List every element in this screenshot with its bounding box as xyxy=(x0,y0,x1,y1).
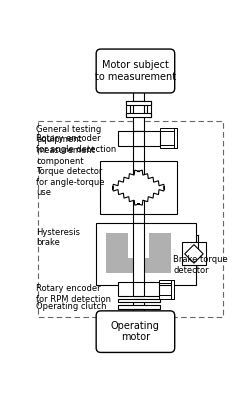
Text: Hysteresis
brake: Hysteresis brake xyxy=(36,228,80,248)
Bar xyxy=(133,214,143,223)
Bar xyxy=(117,305,160,308)
Bar xyxy=(133,285,143,295)
Bar xyxy=(158,295,173,299)
Bar xyxy=(133,223,143,285)
Bar xyxy=(133,146,143,162)
Text: Rotary encoder
for angle detection: Rotary encoder for angle detection xyxy=(36,134,116,154)
Text: General testing
equipment
measurement
component: General testing equipment measurement co… xyxy=(36,124,101,166)
Polygon shape xyxy=(112,170,164,205)
Text: Operating clutch: Operating clutch xyxy=(36,302,106,310)
Bar xyxy=(160,128,176,131)
Bar xyxy=(170,280,173,299)
Bar xyxy=(126,113,150,117)
Bar xyxy=(96,223,196,285)
Bar xyxy=(133,131,143,146)
Bar xyxy=(133,162,143,214)
Text: Torque detector
for angle-torque
use: Torque detector for angle-torque use xyxy=(36,167,104,197)
Bar xyxy=(133,282,143,296)
Bar xyxy=(126,101,130,117)
FancyBboxPatch shape xyxy=(96,311,174,352)
Bar xyxy=(160,145,176,148)
Text: Brake torque
detector: Brake torque detector xyxy=(172,255,227,275)
Bar xyxy=(133,308,143,316)
Bar xyxy=(117,299,160,303)
Bar xyxy=(126,101,150,105)
Text: Rotary encoder
for RPM detection: Rotary encoder for RPM detection xyxy=(36,284,111,304)
Polygon shape xyxy=(184,245,202,263)
Bar xyxy=(149,233,170,273)
Bar xyxy=(133,88,143,101)
Text: Operating
motor: Operating motor xyxy=(111,321,159,343)
Bar xyxy=(173,128,176,148)
Bar xyxy=(38,122,222,317)
Bar xyxy=(100,162,176,214)
Bar xyxy=(133,117,143,131)
Bar xyxy=(117,131,160,146)
Bar xyxy=(182,242,205,265)
FancyBboxPatch shape xyxy=(96,49,174,93)
Text: Motor subject
to measurement: Motor subject to measurement xyxy=(94,60,175,82)
Bar xyxy=(133,101,143,117)
Bar xyxy=(106,233,127,273)
Bar xyxy=(133,299,143,308)
Bar xyxy=(106,258,164,273)
Bar xyxy=(118,282,158,296)
Bar xyxy=(158,280,173,283)
Bar xyxy=(146,101,150,117)
